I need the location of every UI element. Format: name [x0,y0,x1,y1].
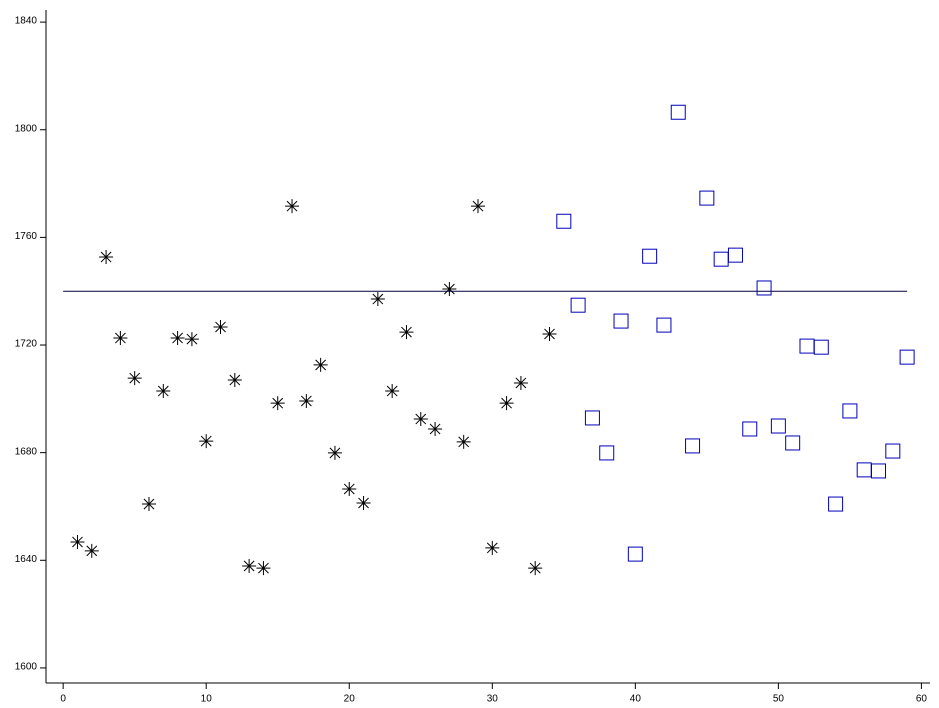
square-marker [642,248,658,264]
asterisk-marker [242,558,257,573]
square-marker [813,339,829,355]
square-marker [785,435,801,451]
asterisk-marker [428,421,443,436]
asterisk-marker [84,543,99,558]
asterisk-marker [356,495,371,510]
asterisk-marker [370,292,385,307]
y-tick-label: 1840 [15,16,38,27]
asterisk-marker [513,375,528,390]
asterisk-marker [327,445,342,460]
square-marker [899,349,915,365]
x-tick-label: 50 [773,694,785,705]
y-tick-label: 1600 [15,662,38,673]
square-marker [828,496,844,512]
x-tick-label: 20 [344,694,356,705]
asterisk-marker [127,371,142,386]
asterisk-marker [413,412,428,427]
asterisk-marker [113,331,128,346]
asterisk-marker [184,332,199,347]
asterisk-marker [385,384,400,399]
square-marker [842,403,858,419]
square-marker [756,280,772,296]
asterisk-marker [99,250,114,265]
square-marker [613,313,629,329]
y-tick-label: 1720 [15,339,38,350]
square-marker [885,443,901,459]
y-tick-label: 1640 [15,554,38,565]
x-tick-label: 60 [916,694,928,705]
square-marker [584,410,600,426]
asterisk-marker [313,357,328,372]
asterisk-marker [542,326,557,341]
x-tick-label: 0 [60,694,66,705]
x-tick-label: 40 [630,694,642,705]
square-marker [770,418,786,434]
asterisk-marker [299,393,314,408]
square-marker [670,104,686,120]
square-marker [570,297,586,313]
asterisk-marker [227,373,242,388]
asterisk-marker [285,199,300,214]
x-tick-label: 10 [201,694,213,705]
asterisk-marker [256,561,271,576]
asterisk-marker [499,396,514,411]
square-marker [656,317,672,333]
square-marker [556,213,572,229]
square-marker [685,438,701,454]
asterisk-marker [470,199,485,214]
square-marker [799,338,815,354]
asterisk-marker [213,319,228,334]
asterisk-marker [70,534,85,549]
square-marker [627,546,643,562]
square-marker [871,463,887,479]
y-tick-label: 1800 [15,123,38,134]
asterisk-marker [485,540,500,555]
asterisk-marker [528,561,543,576]
asterisk-marker [342,481,357,496]
asterisk-marker [156,384,171,399]
asterisk-marker [170,331,185,346]
asterisk-marker [442,282,457,297]
square-marker [856,462,872,478]
square-marker [699,190,715,206]
asterisk-marker [199,434,214,449]
asterisk-marker [456,434,471,449]
square-marker [742,421,758,437]
asterisk-marker [399,325,414,340]
x-tick-label: 30 [487,694,499,705]
square-marker [713,251,729,267]
y-tick-label: 1680 [15,446,38,457]
asterisk-marker [141,497,156,512]
asterisk-marker [270,396,285,411]
square-marker [599,445,615,461]
square-marker [727,247,743,263]
y-tick-label: 1760 [15,231,38,242]
